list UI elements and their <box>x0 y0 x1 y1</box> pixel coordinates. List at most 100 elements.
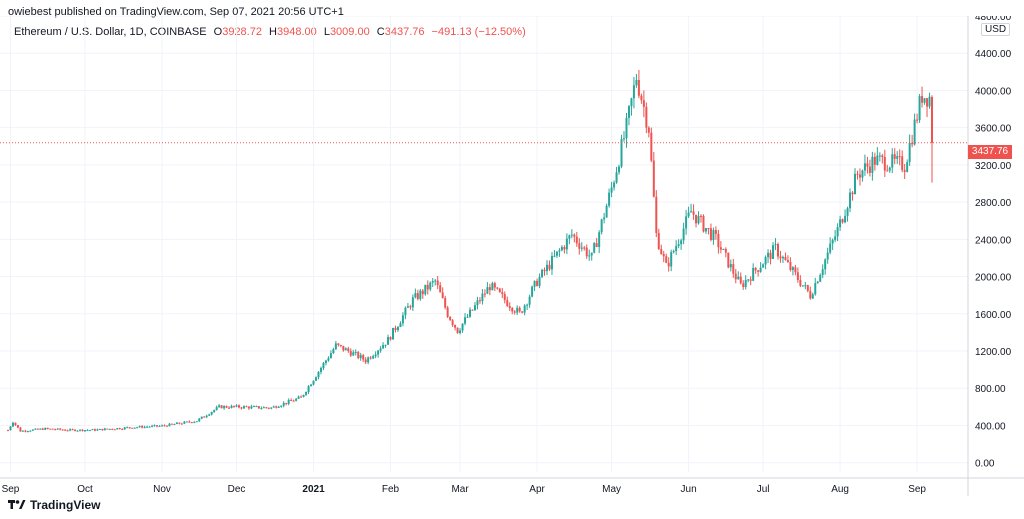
candle-body <box>439 285 442 293</box>
candle-body <box>123 427 126 430</box>
candle-body <box>650 132 653 161</box>
candle-body <box>560 247 563 251</box>
candle-body <box>652 160 655 197</box>
candle-body <box>317 371 320 378</box>
candle-body <box>573 234 576 237</box>
candle-body <box>444 297 447 308</box>
open-label: O <box>213 26 223 38</box>
candle-body <box>332 349 335 354</box>
y-tick-label: 2000.00 <box>975 273 1012 284</box>
candle-body <box>598 232 601 247</box>
candle-body <box>600 219 603 233</box>
candle-body <box>466 316 469 318</box>
y-tick-label: 2800.00 <box>975 198 1012 209</box>
candle-body <box>265 407 268 409</box>
candle-body <box>558 250 561 252</box>
x-tick-label: Jun <box>681 484 697 495</box>
candle-body <box>240 407 243 409</box>
y-tick-label: 400.00 <box>975 421 1006 432</box>
candle-body <box>836 227 839 237</box>
x-tick-label: Mar <box>451 484 469 495</box>
candle-body <box>399 323 402 328</box>
candle-body <box>536 280 539 286</box>
candle-body <box>349 351 352 356</box>
candle-body <box>156 425 159 427</box>
candle-body <box>51 428 54 430</box>
candle-body <box>513 311 516 313</box>
candle-body <box>387 337 390 345</box>
y-tick-label: 1600.00 <box>975 310 1012 321</box>
candle-body <box>352 352 355 356</box>
candle-body <box>928 96 931 107</box>
candle-body <box>446 307 449 317</box>
candle-body <box>690 211 693 213</box>
candle-body <box>113 429 116 431</box>
x-tick-label: Jul <box>757 484 770 495</box>
candle-body <box>66 430 69 432</box>
candle-body <box>531 286 534 297</box>
candle-body <box>657 232 660 250</box>
candle-body <box>769 252 772 259</box>
price-chart[interactable]: 0.00 400.00 800.00 1200.00 1600.00 2000.00 240… <box>0 16 1024 496</box>
candle-body <box>856 173 859 175</box>
candle-body <box>523 305 526 313</box>
x-tick-label: Dec <box>228 484 246 495</box>
candle-body <box>498 288 501 293</box>
candle-body <box>203 416 206 418</box>
candle-body <box>593 243 596 253</box>
candle-body <box>208 414 211 416</box>
candle-body <box>170 423 173 425</box>
candle-body <box>228 407 231 409</box>
candle-body <box>327 358 330 361</box>
candle-body <box>429 282 432 290</box>
candle-body <box>16 425 19 428</box>
candle-body <box>342 345 345 351</box>
candle-body <box>876 155 879 165</box>
candle-body <box>434 280 437 282</box>
tradingview-logo-icon <box>8 500 26 509</box>
candle-body <box>108 428 111 430</box>
candle-body <box>59 428 62 430</box>
candle-body <box>568 235 571 239</box>
candle-body <box>647 127 650 133</box>
candle-body <box>578 243 581 249</box>
candle-body <box>295 398 298 401</box>
candle-body <box>757 270 760 272</box>
candle-body <box>93 429 96 431</box>
candle-body <box>454 324 457 328</box>
candle-body <box>926 98 929 107</box>
candle-body <box>660 249 663 255</box>
candle-body <box>821 269 824 276</box>
candle-body <box>906 162 909 172</box>
candle-body <box>339 344 342 346</box>
candle-body <box>789 262 792 270</box>
candle-body <box>816 281 819 284</box>
candle-body <box>347 348 350 352</box>
currency-label[interactable]: USD <box>981 23 1011 36</box>
candle-body <box>322 363 325 368</box>
candle-body <box>81 429 84 431</box>
candle-body <box>709 228 712 240</box>
candle-body <box>687 212 690 217</box>
candle-body <box>762 264 765 268</box>
candle-body <box>307 386 310 393</box>
candle-body <box>250 406 253 409</box>
candle-body <box>521 311 524 313</box>
candle-body <box>372 356 375 359</box>
candle-body <box>362 355 365 360</box>
candle-body <box>786 260 789 263</box>
candle-body <box>406 306 409 308</box>
candle-body <box>11 422 14 427</box>
candle-body <box>193 421 196 423</box>
candle-body <box>131 427 134 429</box>
candle-body <box>188 421 191 423</box>
candle-body <box>486 287 489 294</box>
candle-body <box>747 279 750 281</box>
candle-body <box>31 429 34 431</box>
candle-body <box>421 290 424 295</box>
candle-body <box>267 407 270 409</box>
y-tick-label: 0.00 <box>975 459 995 470</box>
candle-body <box>707 228 710 230</box>
candle-body <box>555 251 558 256</box>
candle-body <box>195 421 198 423</box>
